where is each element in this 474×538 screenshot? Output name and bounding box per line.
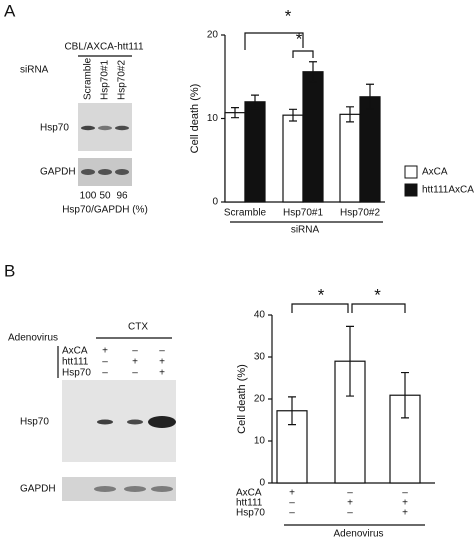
condition-sign: – — [402, 488, 408, 499]
legend-swatch — [404, 183, 418, 197]
condition-sign: + — [347, 498, 353, 509]
bracket — [291, 303, 349, 313]
lane-label: Hsp70#1 — [100, 60, 111, 100]
x-axis-label: siRNA — [291, 225, 320, 236]
band — [81, 169, 95, 175]
condition-sign: + — [159, 357, 165, 368]
row-label: Adenovirus — [8, 333, 58, 344]
error-bar — [401, 371, 409, 419]
ratio-label: Hsp70/GAPDH (%) — [62, 205, 148, 216]
bar — [339, 113, 361, 203]
legend-swatch — [404, 165, 418, 179]
error-bar — [251, 94, 259, 110]
error-bar — [288, 396, 296, 426]
bar — [244, 101, 266, 203]
significance: * — [296, 29, 303, 48]
band — [115, 169, 129, 175]
band — [151, 486, 173, 492]
bar — [302, 71, 324, 203]
condition-name: AxCA — [62, 346, 88, 357]
ratio: 96 — [116, 191, 128, 202]
condition-sign: + — [132, 357, 138, 368]
y-tick-label: 0 — [212, 197, 218, 208]
blot-header: CBL/AXCA-htt111 — [64, 42, 144, 53]
lane-label: Hsp70#2 — [117, 60, 128, 100]
bracket — [351, 303, 406, 313]
band — [115, 125, 129, 131]
condition-sign: + — [289, 488, 295, 499]
condition-sign: – — [347, 508, 353, 519]
significance: * — [374, 285, 381, 304]
error-bar — [346, 325, 354, 397]
ratio: 50 — [99, 191, 111, 202]
legend-label: htt111AxCA — [422, 185, 474, 196]
row-label: siRNA — [20, 65, 49, 76]
significance: * — [318, 285, 325, 304]
condition-sign: – — [132, 346, 138, 357]
condition-sign: + — [159, 368, 165, 379]
band — [97, 419, 113, 425]
bar — [224, 112, 246, 203]
condition-sign: – — [289, 508, 295, 519]
y-axis-label: Cell death (%) — [236, 364, 248, 434]
band-label: GAPDH — [40, 167, 76, 178]
x-tick-label: Scramble — [224, 208, 267, 219]
blot-header: CTX — [128, 322, 148, 333]
ratio: 100 — [80, 191, 97, 202]
y-tick-label: 20 — [207, 30, 219, 41]
significance: * — [285, 6, 292, 25]
condition-sign: – — [132, 368, 138, 379]
bar — [359, 96, 381, 203]
x-tick-label: Hsp70#2 — [340, 208, 380, 219]
bracket — [292, 50, 314, 58]
band — [127, 419, 143, 425]
error-bar — [231, 107, 239, 119]
y-tick-label: 10 — [254, 436, 266, 447]
band-label: Hsp70 — [40, 123, 69, 134]
y-tick-label: 10 — [207, 113, 219, 124]
x-axis-label: Adenovirus — [333, 529, 383, 538]
condition-sign: – — [102, 368, 108, 379]
error-bar — [346, 106, 354, 123]
condition-sign: – — [347, 488, 353, 499]
bar — [282, 114, 304, 203]
band — [81, 125, 95, 131]
y-tick-label: 20 — [254, 394, 266, 405]
panel-label: A — [4, 1, 16, 20]
error-bar — [309, 61, 317, 83]
band — [124, 486, 146, 492]
y-axis-label: Cell death (%) — [189, 84, 201, 154]
condition-sign: – — [102, 357, 108, 368]
condition-sign: – — [159, 346, 165, 357]
panel-label: B — [4, 261, 15, 280]
band — [148, 416, 176, 428]
condition-sign: – — [289, 498, 295, 509]
band — [98, 169, 112, 175]
condition-name: Hsp70 — [236, 508, 265, 519]
condition-sign: + — [102, 346, 108, 357]
y-tick-label: 30 — [254, 352, 266, 363]
bracket — [244, 32, 304, 50]
error-bar — [366, 83, 374, 110]
lane-label: Scramble — [83, 57, 94, 100]
error-bar — [289, 108, 297, 122]
band-label: Hsp70 — [20, 417, 49, 428]
x-tick-label: Hsp70#1 — [283, 208, 323, 219]
band — [98, 125, 112, 131]
condition-sign: + — [402, 498, 408, 509]
y-tick-label: 0 — [259, 478, 265, 489]
condition-sign: + — [402, 508, 408, 519]
legend-label: AxCA — [422, 167, 448, 178]
condition-name: AxCA — [236, 488, 262, 499]
condition-name: Hsp70 — [62, 368, 91, 379]
condition-name: htt111 — [62, 357, 89, 368]
band-label: GAPDH — [20, 484, 56, 495]
band — [94, 486, 116, 492]
condition-name: htt111 — [236, 498, 263, 509]
y-tick-label: 40 — [254, 310, 266, 321]
